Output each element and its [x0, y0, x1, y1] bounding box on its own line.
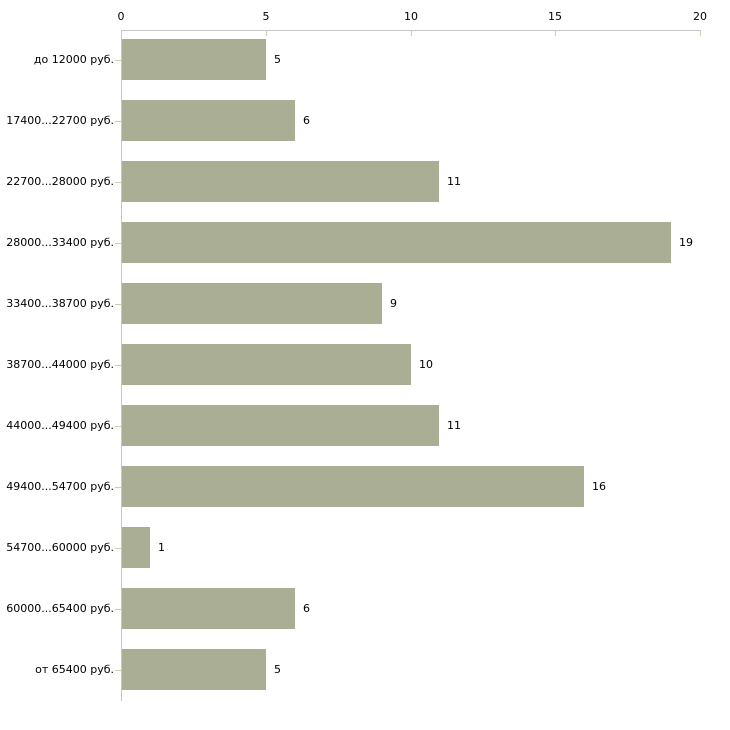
bar: [122, 344, 411, 385]
bar: [122, 100, 295, 141]
bar: [122, 649, 266, 690]
bar-value-label: 5: [274, 53, 281, 66]
bar-value-label: 16: [592, 480, 606, 493]
x-axis-tick-label: 15: [548, 10, 562, 23]
category-tick-mark: [115, 121, 121, 122]
bar-value-label: 6: [303, 602, 310, 615]
category-tick-mark: [115, 670, 121, 671]
bar: [122, 588, 295, 629]
bar-value-label: 19: [679, 236, 693, 249]
bar-value-label: 6: [303, 114, 310, 127]
bar: [122, 39, 266, 80]
category-label: 44000...49400 руб.: [6, 419, 114, 432]
category-tick-mark: [115, 609, 121, 610]
bar-value-label: 5: [274, 663, 281, 676]
category-label: 49400...54700 руб.: [6, 480, 114, 493]
category-label: 28000...33400 руб.: [6, 236, 114, 249]
bar: [122, 466, 584, 507]
bar-value-label: 1: [158, 541, 165, 554]
x-axis-tick-label: 0: [117, 10, 125, 23]
category-tick-mark: [115, 243, 121, 244]
x-axis-tick-mark: [266, 31, 267, 36]
category-tick-mark: [115, 365, 121, 366]
y-axis-line: [121, 30, 122, 701]
category-label: 38700...44000 руб.: [6, 358, 114, 371]
category-tick-mark: [115, 304, 121, 305]
bar: [122, 222, 671, 263]
category-label: 33400...38700 руб.: [6, 297, 114, 310]
category-label: от 65400 руб.: [35, 663, 114, 676]
category-tick-mark: [115, 487, 121, 488]
x-axis-line: [121, 30, 701, 31]
category-tick-mark: [115, 548, 121, 549]
x-axis-tick-label: 10: [404, 10, 418, 23]
bar-value-label: 11: [447, 419, 461, 432]
category-label: 17400...22700 руб.: [6, 114, 114, 127]
bar: [122, 527, 150, 568]
x-axis-tick-label: 20: [693, 10, 707, 23]
category-tick-mark: [115, 426, 121, 427]
bar-value-label: 10: [419, 358, 433, 371]
category-tick-mark: [115, 60, 121, 61]
x-axis-tick-label: 5: [262, 10, 270, 23]
x-axis-tick-mark: [555, 31, 556, 36]
bar: [122, 405, 439, 446]
category-label: до 12000 руб.: [33, 53, 114, 66]
bar-value-label: 11: [447, 175, 461, 188]
x-axis-tick-mark: [700, 31, 701, 36]
bar: [122, 283, 382, 324]
category-tick-mark: [115, 182, 121, 183]
category-label: 22700...28000 руб.: [6, 175, 114, 188]
category-label: 60000...65400 руб.: [6, 602, 114, 615]
category-label: 54700...60000 руб.: [6, 541, 114, 554]
bar: [122, 161, 439, 202]
bar-value-label: 9: [390, 297, 397, 310]
x-axis-tick-mark: [121, 31, 122, 36]
x-axis-tick-mark: [411, 31, 412, 36]
